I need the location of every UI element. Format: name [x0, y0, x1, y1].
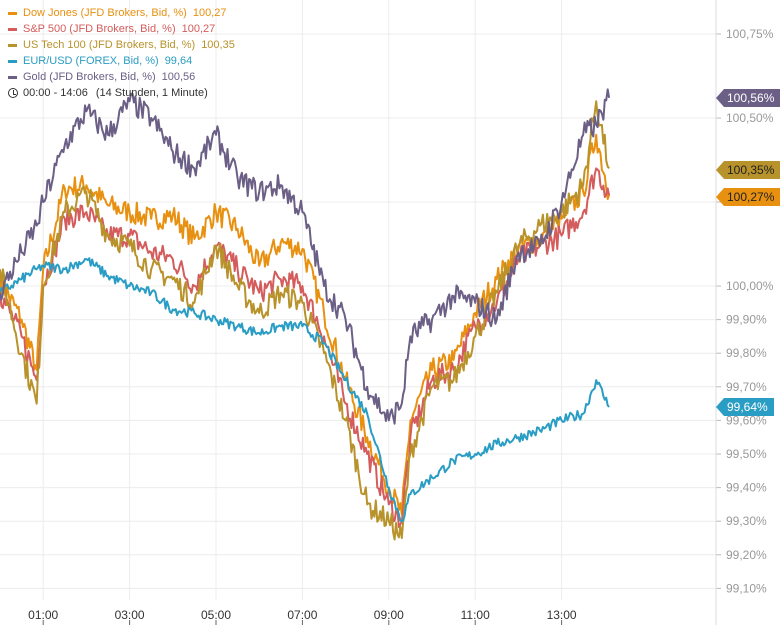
- x-tick-label: 11:00: [461, 608, 490, 622]
- series-line-gold: [0, 88, 611, 425]
- legend: Dow Jones (JFD Brokers, Bid, %) 100,27 S&…: [8, 5, 235, 101]
- y-tick-label: 100,00%: [726, 279, 774, 293]
- x-tick-label: 01:00: [28, 608, 58, 622]
- legend-value: 100,27: [192, 7, 227, 19]
- legend-value: 99,64: [164, 55, 193, 67]
- x-tick-label: 05:00: [201, 608, 231, 622]
- legend-value: 100,27: [181, 23, 216, 35]
- y-tick-label: 99,50%: [726, 447, 767, 461]
- legend-label: Dow Jones (JFD Brokers, Bid, %): [23, 7, 187, 19]
- legend-swatch: [8, 11, 17, 15]
- y-tick-label: 99,60%: [726, 413, 767, 427]
- badge-gold: 100,56%: [715, 89, 780, 107]
- legend-item-ustech[interactable]: US Tech 100 (JFD Brokers, Bid, %) 100,35: [8, 37, 235, 53]
- series-line-eur-usd: [0, 257, 610, 523]
- x-tick-label: 09:00: [374, 608, 404, 622]
- legend-item-gold[interactable]: Gold (JFD Brokers, Bid, %) 100,56: [8, 69, 235, 85]
- time-range-text: 00:00 - 14:06: [23, 87, 88, 99]
- x-tick-label: 03:00: [115, 608, 145, 622]
- y-tick-label: 99,90%: [726, 313, 767, 327]
- duration-text: (14 Stunden, 1 Minute): [95, 87, 208, 99]
- legend-swatch: [8, 59, 17, 63]
- legend-swatch: [8, 75, 17, 79]
- legend-swatch: [8, 43, 17, 47]
- y-tick-label: 99,30%: [726, 514, 767, 528]
- y-tick-label: 99,20%: [726, 548, 767, 562]
- legend-item-eurusd[interactable]: EUR/USD (FOREX, Bid, %) 99,64: [8, 53, 235, 69]
- badge-dow: 100,27%: [715, 188, 780, 206]
- legend-swatch: [8, 27, 17, 31]
- legend-item-sp500[interactable]: S&P 500 (JFD Brokers, Bid, %) 100,27: [8, 21, 235, 37]
- legend-value: 100,35: [201, 39, 235, 51]
- legend-label: EUR/USD (FOREX, Bid, %): [23, 55, 159, 67]
- x-tick-label: 07:00: [287, 608, 317, 622]
- y-tick-label: 99,80%: [726, 346, 767, 360]
- legend-item-dow[interactable]: Dow Jones (JFD Brokers, Bid, %) 100,27: [8, 5, 235, 21]
- y-tick-label: 99,40%: [726, 481, 767, 495]
- legend-label: Gold (JFD Brokers, Bid, %): [23, 71, 156, 83]
- time-range: 00:00 - 14:06 (14 Stunden, 1 Minute): [8, 85, 235, 101]
- legend-label: S&P 500 (JFD Brokers, Bid, %): [23, 23, 176, 35]
- legend-label: US Tech 100 (JFD Brokers, Bid, %): [23, 39, 196, 51]
- y-tick-label: 99,10%: [726, 581, 767, 595]
- series-line-s-p-500: [0, 167, 611, 529]
- legend-value: 100,56: [161, 71, 196, 83]
- x-tick-label: 13:00: [547, 608, 577, 622]
- y-tick-label: 100,50%: [726, 111, 774, 125]
- y-tick-label: 100,75%: [726, 27, 774, 41]
- badge-eurusd: 99,64%: [716, 398, 774, 416]
- y-tick-label: 99,70%: [726, 380, 767, 394]
- series-line-us-tech-100: [0, 100, 610, 541]
- badge-ustech: 100,35%: [715, 161, 780, 179]
- clock-icon: [8, 88, 18, 98]
